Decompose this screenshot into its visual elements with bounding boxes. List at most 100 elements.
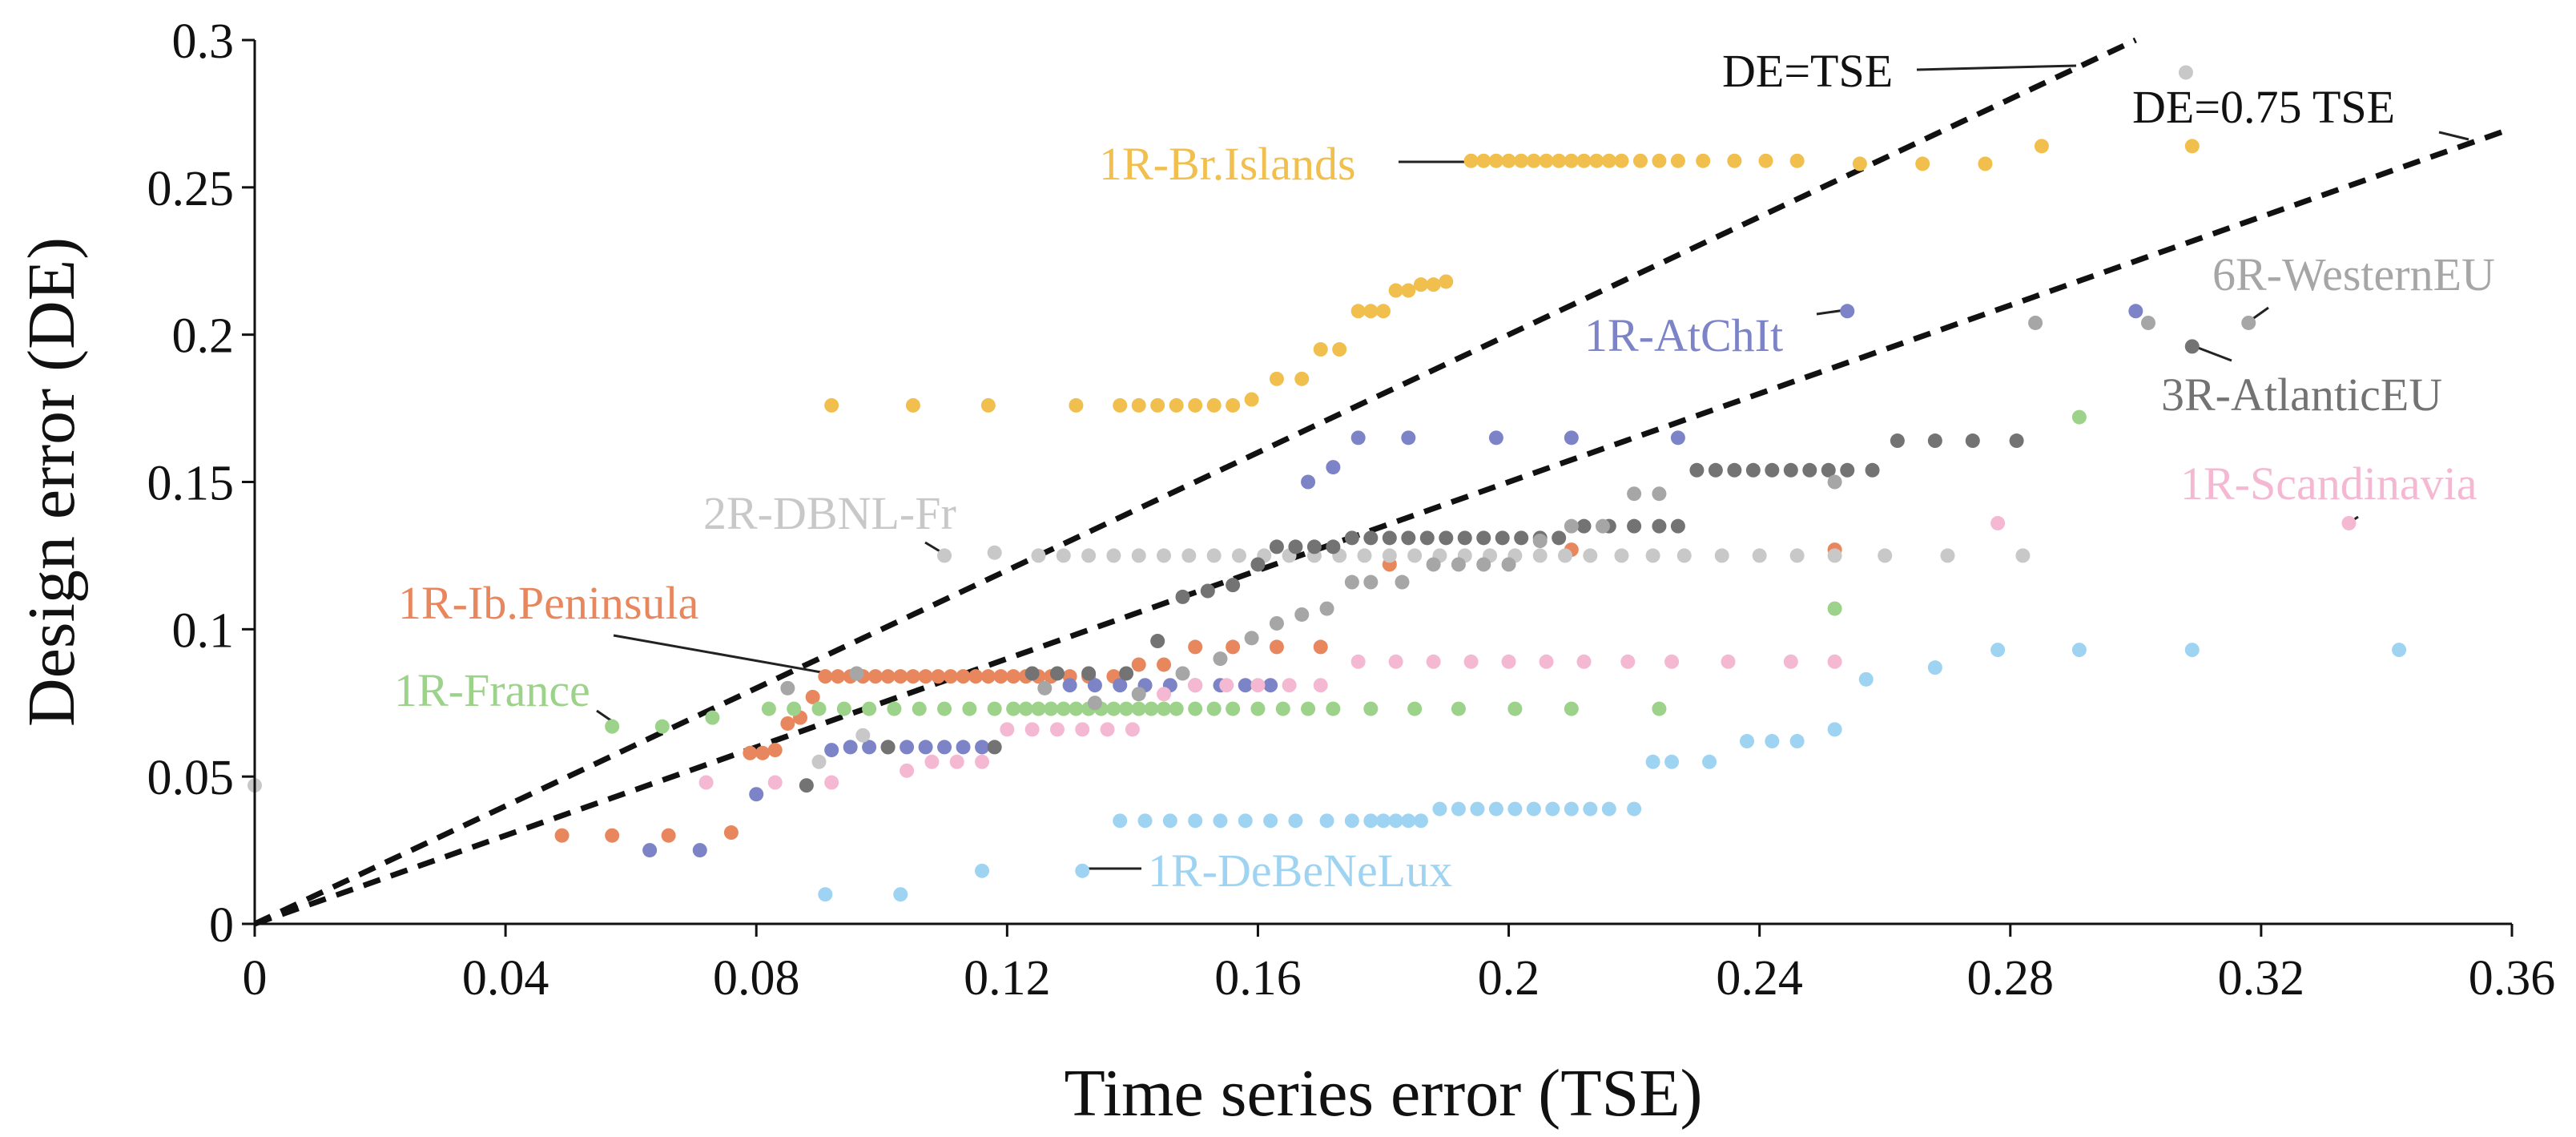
data-point — [1978, 156, 1993, 171]
data-point — [1583, 801, 1598, 816]
data-point — [1426, 557, 1441, 572]
data-point — [1357, 548, 1372, 563]
data-point — [1852, 156, 1867, 171]
data-point — [1226, 701, 1241, 716]
data-point — [1269, 371, 1284, 386]
data-point — [1244, 631, 1259, 646]
data-point — [1382, 530, 1397, 546]
annotation-1r-br-islands: 1R-Br.Islands — [1099, 138, 1356, 190]
data-point — [1564, 801, 1579, 816]
data-point — [1652, 486, 1667, 502]
data-point — [1200, 583, 1215, 599]
data-point — [1501, 557, 1516, 572]
data-point — [987, 740, 1002, 755]
data-point — [1301, 474, 1316, 490]
data-point — [1627, 518, 1642, 534]
data-point — [1727, 462, 1742, 478]
data-point — [1614, 548, 1629, 563]
data-point — [1740, 734, 1755, 749]
data-point — [1915, 156, 1930, 171]
data-point — [1319, 601, 1334, 616]
data-point — [1376, 813, 1391, 829]
data-point — [1018, 701, 1033, 716]
data-point — [1676, 548, 1692, 563]
data-point — [1514, 530, 1529, 546]
data-point — [1664, 754, 1680, 769]
data-point — [1576, 153, 1592, 168]
data-point — [1056, 701, 1071, 716]
data-point — [1075, 863, 1090, 878]
data-point — [1765, 462, 1780, 478]
data-point — [1263, 813, 1278, 829]
data-point — [811, 701, 827, 716]
x-tick-label: 0.28 — [1967, 951, 2055, 1006]
data-point — [968, 669, 984, 684]
data-point — [1526, 801, 1541, 816]
data-point — [654, 719, 670, 734]
data-point — [1645, 548, 1660, 563]
data-point — [692, 843, 707, 858]
x-tick-label: 0.08 — [713, 951, 800, 1006]
data-point — [755, 745, 771, 760]
data-point — [1388, 813, 1403, 829]
data-point — [1488, 153, 1503, 168]
data-point — [1727, 153, 1742, 168]
data-point — [1532, 534, 1548, 549]
annotation-leader — [613, 634, 827, 675]
data-point — [937, 701, 952, 716]
data-point — [1407, 701, 1423, 716]
x-tick-label: 0.32 — [2218, 951, 2305, 1006]
data-point — [836, 701, 851, 716]
data-point — [843, 740, 858, 755]
y-tick-label: 0.15 — [147, 457, 235, 511]
data-point — [1476, 557, 1491, 572]
data-point — [1507, 801, 1523, 816]
x-tick-label: 0 — [243, 951, 268, 1006]
data-point — [1037, 680, 1053, 696]
data-point — [2028, 315, 2043, 330]
data-point — [1175, 589, 1190, 604]
data-point — [1878, 548, 1893, 563]
data-point — [1827, 601, 1842, 616]
data-point — [905, 669, 920, 684]
data-point — [1313, 639, 1328, 655]
data-point — [811, 754, 827, 769]
data-point — [1294, 607, 1310, 622]
data-point — [1119, 666, 1134, 681]
data-point — [1275, 701, 1290, 716]
data-point — [1113, 678, 1128, 693]
data-point — [1263, 678, 1278, 693]
data-point — [1765, 734, 1780, 749]
data-point — [661, 828, 676, 843]
x-tick-label: 0.04 — [462, 951, 549, 1006]
data-point — [880, 740, 896, 755]
data-point — [1044, 701, 1059, 716]
data-point — [1188, 813, 1203, 829]
data-point — [1627, 486, 1642, 502]
data-point — [1326, 701, 1341, 716]
data-point — [1532, 548, 1548, 563]
annotation-de-tse: DE=TSE — [1722, 45, 1893, 97]
y-tick-label: 0.2 — [172, 309, 235, 364]
data-point — [918, 740, 933, 755]
data-point — [1056, 548, 1071, 563]
series-1r-france — [605, 409, 2087, 734]
data-point — [2071, 643, 2087, 658]
annotation-1r-atchit: 1R-AtChIt — [1584, 309, 1783, 361]
data-point — [1344, 813, 1359, 829]
annotations: DE=TSE DE=0.75 TSE 1R-Br.Islands 1R-AtChIt 6… — [394, 45, 2495, 897]
data-point — [1049, 666, 1065, 681]
data-point — [1652, 701, 1667, 716]
data-point — [987, 545, 1002, 560]
data-point — [1169, 701, 1184, 716]
data-point — [862, 740, 877, 755]
data-point — [1326, 460, 1341, 475]
data-point — [975, 740, 990, 755]
data-point — [705, 710, 720, 725]
x-tick-label: 0.24 — [1716, 951, 1803, 1006]
data-point — [893, 887, 908, 902]
data-point — [1488, 801, 1503, 816]
data-point — [862, 701, 877, 716]
x-tick-label: 0.36 — [2469, 951, 2556, 1006]
data-point — [987, 701, 1002, 716]
